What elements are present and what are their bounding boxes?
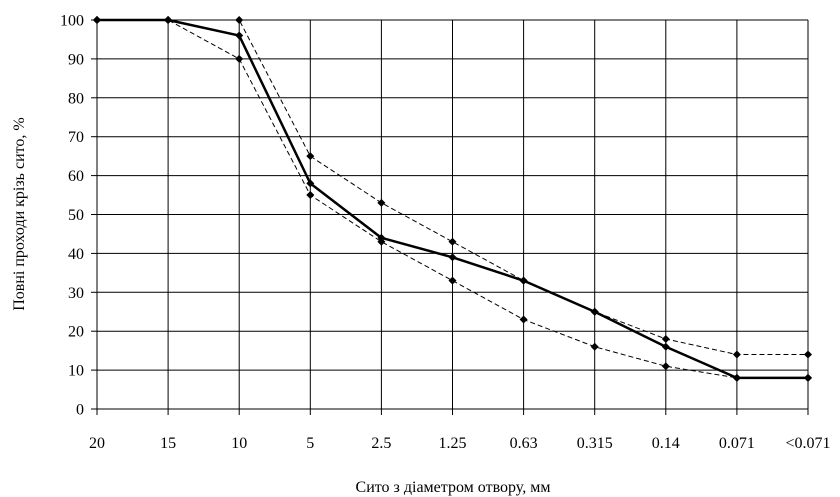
x-tick-label: <0.071 [785,435,830,452]
y-tick-label: 80 [68,90,84,107]
series-1-point [590,307,599,316]
x-tick-label: 5 [306,435,314,452]
y-tick-label: 40 [68,246,84,263]
y-tick-label: 50 [68,207,84,224]
x-tick-label: 0.63 [510,435,538,452]
y-tick-label: 100 [60,13,84,30]
x-tick-label: 0.14 [652,435,680,452]
series-3-point [306,191,315,200]
series-1-point [804,373,812,382]
series-2-point [235,16,244,24]
x-tick-label: 10 [231,435,247,452]
tick-labels: 0 10 20 30 40 50 60 70 80 90 100 20 15 10 5 2.5 1.25 0.63… [60,13,831,453]
y-tick-label: 90 [68,51,84,68]
series-3-point [519,315,528,324]
series-1-point [519,276,528,285]
series-1-point [306,179,315,188]
series-3-point [235,54,244,63]
series-2-point [448,237,457,246]
x-tick-label: 20 [89,435,105,452]
grid [97,19,809,409]
y-tick-label: 70 [68,129,84,146]
series-3-point [590,342,599,351]
series-1-point [93,16,101,24]
series-3-point [448,276,457,285]
series-2-point [377,198,386,207]
y-tick-label: 30 [68,285,84,302]
series-2-point [804,350,812,359]
x-tick-label: 0.315 [577,435,613,452]
series-line-2 [97,19,808,356]
x-axis-title: Сито з діаметром отвору, мм [356,479,551,496]
x-tick-label: 0.071 [719,435,755,452]
y-tick-label: 20 [68,324,84,341]
series-2-point [661,334,670,343]
series-3-point [661,362,670,371]
y-tick-label: 0 [76,402,84,419]
series-layer [93,16,812,382]
series-2-point [732,350,741,359]
series-1-point [448,253,457,262]
y-tick-label: 60 [68,168,84,185]
series-1-point [732,373,741,382]
x-tick-label: 1.25 [439,435,467,452]
y-axis-title: Повні проходи крізь сито, % [11,117,28,311]
x-tick-label: 2.5 [371,435,391,452]
series-2-point [306,152,315,161]
x-tick-label: 15 [160,435,176,452]
series-1-point [235,31,244,40]
series-1-point [164,16,173,24]
y-tick-label: 10 [68,363,84,380]
axes [91,19,809,415]
series-1-point [377,233,386,242]
series-1-point [661,342,670,351]
